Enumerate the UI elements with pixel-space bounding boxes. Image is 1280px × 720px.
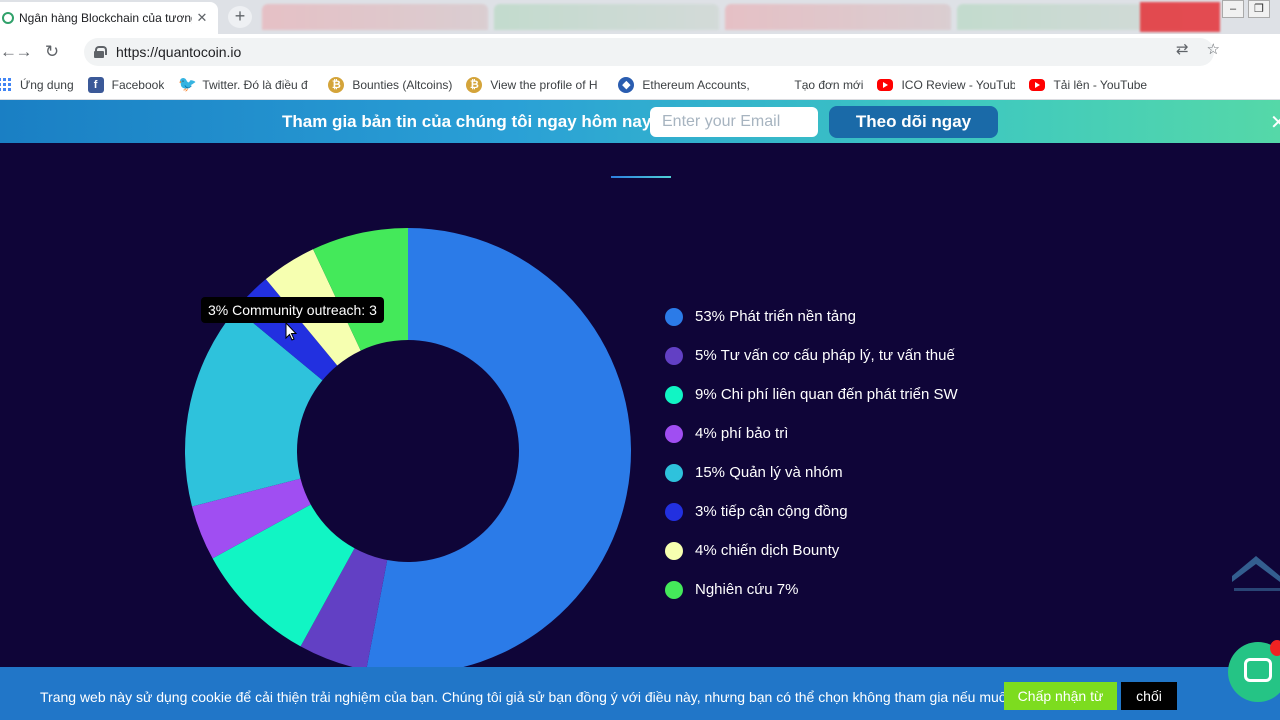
- loading-spinner-icon: [2, 12, 14, 24]
- legend-label: 9% Chi phí liên quan đến phát triển SW: [695, 386, 958, 403]
- chat-bubble-icon: [1244, 658, 1272, 682]
- legend-label: 53% Phát triển nền tảng: [695, 308, 856, 325]
- apps-grid-icon: [0, 77, 11, 91]
- bookmark-label: Facebook: [111, 77, 165, 92]
- cookie-consent-bar: Trang web này sử dụng cookie để cải thiệ…: [0, 667, 1280, 720]
- newsletter-text: Tham gia bản tin của chúng tôi ngay hôm …: [282, 112, 652, 131]
- background-tab[interactable]: [262, 4, 488, 30]
- legend-dot-icon: [665, 424, 683, 443]
- bookmark-bounties[interactable]: ₿ Bounties (Altcoins): [328, 76, 453, 93]
- notification-badge: [1270, 640, 1280, 656]
- legend-label: 5% Tư vấn cơ cấu pháp lý, tư vấn thuế: [695, 347, 955, 364]
- maximize-icon[interactable]: ❐: [1248, 0, 1270, 18]
- coin-icon: ₿: [466, 76, 483, 93]
- bookmark-ico-review[interactable]: ICO Review - YouTub: [877, 78, 1015, 92]
- bookmark-new-order[interactable]: Tạo đơn mới: [794, 78, 863, 92]
- bookmark-apps[interactable]: Ứng dụng: [0, 77, 74, 92]
- newsletter-banner: Tham gia bản tin của chúng tôi ngay hôm …: [0, 100, 1280, 143]
- url-text: https://quantocoin.io: [116, 44, 242, 60]
- close-banner-icon[interactable]: ✕: [1270, 112, 1280, 134]
- facebook-icon: f: [87, 76, 104, 93]
- background-tab[interactable]: [1140, 2, 1220, 32]
- legend-item-7[interactable]: Nghiên cứu 7%: [665, 570, 958, 609]
- legend-label: 4% chiến dịch Bounty: [695, 542, 840, 559]
- legend-dot-icon: [665, 463, 683, 482]
- legend-dot-icon: [665, 541, 683, 560]
- legend-item-0[interactable]: 53% Phát triển nền tảng: [665, 297, 958, 336]
- scroll-to-top-icon[interactable]: [1230, 548, 1280, 598]
- chart-tooltip: 3% Community outreach: 3: [201, 297, 384, 323]
- bookmark-label: Ứng dụng: [20, 77, 74, 92]
- youtube-icon: [1029, 78, 1046, 91]
- legend-dot-icon: [665, 502, 683, 521]
- legend-dot-icon: [665, 346, 683, 365]
- chart-legend: 53% Phát triển nền tảng 5% Tư vấn cơ cấu …: [665, 297, 958, 609]
- bookmark-youtube-upload[interactable]: Tải lên - YouTube: [1029, 78, 1147, 92]
- bookmarks-bar: Ứng dụng f Facebook 🐦 Twitter. Đó là điề…: [0, 70, 1280, 100]
- bookmark-label: View the profile of H: [490, 77, 598, 92]
- twitter-icon: 🐦: [178, 76, 198, 93]
- background-tab[interactable]: [725, 4, 951, 30]
- coin-icon: ₿: [328, 76, 345, 93]
- bookmark-star-icon[interactable]: ☆: [1206, 41, 1220, 58]
- legend-label: 4% phí bảo trì: [695, 425, 789, 442]
- cookie-text: Trang web này sử dụng cookie để cải thiệ…: [40, 689, 1019, 705]
- legend-dot-icon: [665, 385, 683, 404]
- legend-item-5[interactable]: 3% tiếp cận cộng đồng: [665, 492, 958, 531]
- lock-icon: [94, 46, 107, 58]
- donut-slice-0[interactable]: [366, 228, 631, 667]
- bookmark-twitter[interactable]: 🐦 Twitter. Đó là điều đ: [178, 77, 314, 93]
- legend-item-2[interactable]: 9% Chi phí liên quan đến phát triển SW: [665, 375, 958, 414]
- tab-close-icon[interactable]: ✕: [196, 10, 208, 25]
- legend-item-4[interactable]: 15% Quản lý và nhóm: [665, 453, 958, 492]
- donut-slice-2[interactable]: [212, 504, 355, 647]
- donut-slice-7[interactable]: [313, 228, 408, 351]
- subscribe-button[interactable]: Theo dõi ngay: [829, 106, 998, 138]
- bookmark-label: Ethereum Accounts,: [642, 77, 750, 92]
- tab-title: Ngân hàng Blockchain của tương: [19, 11, 192, 25]
- token-distribution-donut-chart[interactable]: [0, 143, 1280, 667]
- mouse-cursor-icon: [285, 322, 297, 341]
- section-divider: [611, 176, 671, 178]
- minimize-icon[interactable]: –: [1222, 0, 1244, 18]
- ethereum-icon: ◆: [618, 76, 635, 93]
- bookmark-label: Bounties (Altcoins): [352, 77, 453, 92]
- youtube-icon: [877, 78, 894, 91]
- legend-label: 3% tiếp cận cộng đồng: [695, 503, 848, 520]
- legend-item-6[interactable]: 4% chiến dịch Bounty: [665, 531, 958, 570]
- reload-icon[interactable]: ↻: [44, 42, 60, 61]
- main-content: 3% Community outreach: 3 53% Phát triển …: [0, 143, 1280, 667]
- legend-dot-icon: [665, 580, 683, 599]
- bookmark-ethereum[interactable]: ◆ Ethereum Accounts,: [618, 76, 768, 93]
- bookmark-label: Tạo đơn mới: [794, 77, 864, 92]
- cookie-deny-button[interactable]: chối: [1121, 682, 1177, 710]
- donut-slice-4[interactable]: [184, 308, 323, 507]
- legend-label: Nghiên cứu 7%: [695, 581, 799, 598]
- email-input[interactable]: [650, 107, 818, 137]
- new-tab-button[interactable]: +: [228, 6, 252, 28]
- bookmark-label: ICO Review - YouTub: [901, 77, 1016, 92]
- translate-icon[interactable]: ⇄: [1175, 41, 1189, 58]
- address-bar[interactable]: https://quantocoin.io: [84, 38, 1214, 66]
- legend-item-3[interactable]: 4% phí bảo trì: [665, 414, 958, 453]
- tab-active[interactable]: Ngân hàng Blockchain của tương ✕: [0, 2, 218, 34]
- navigation-bar: ← → ↻ https://quantocoin.io: [0, 34, 1280, 70]
- cookie-accept-button[interactable]: Chấp nhận từ: [1004, 682, 1117, 710]
- donut-slice-3[interactable]: [192, 478, 311, 559]
- bookmark-label: Tải lên - YouTube: [1053, 77, 1148, 92]
- background-tab[interactable]: [493, 4, 719, 30]
- back-icon[interactable]: ←: [0, 42, 17, 61]
- legend-item-1[interactable]: 5% Tư vấn cơ cấu pháp lý, tư vấn thuế: [665, 336, 958, 375]
- bookmark-facebook[interactable]: f Facebook: [87, 76, 165, 93]
- background-tabs: [262, 4, 1182, 30]
- forward-icon[interactable]: →: [15, 42, 33, 61]
- legend-label: 15% Quản lý và nhóm: [695, 464, 843, 481]
- legend-dot-icon: [665, 307, 683, 326]
- omnibox-actions: ⇄ ☆: [1176, 40, 1220, 58]
- donut-slice-1[interactable]: [300, 548, 388, 667]
- tab-strip: Ngân hàng Blockchain của tương ✕ + – ❐: [0, 0, 1280, 34]
- bookmark-label: Twitter. Đó là điều đ: [202, 77, 308, 92]
- bookmark-profile[interactable]: ₿ View the profile of H: [466, 76, 604, 93]
